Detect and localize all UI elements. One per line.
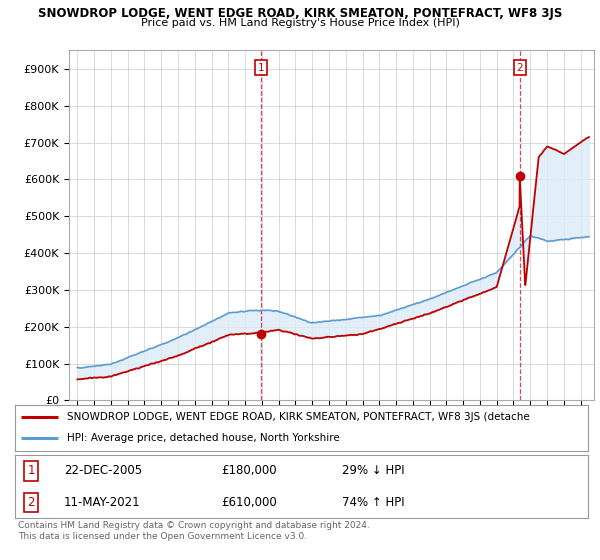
Text: Contains HM Land Registry data © Crown copyright and database right 2024.: Contains HM Land Registry data © Crown c…	[18, 521, 370, 530]
Text: HPI: Average price, detached house, North Yorkshire: HPI: Average price, detached house, Nort…	[67, 433, 340, 444]
Text: SNOWDROP LODGE, WENT EDGE ROAD, KIRK SMEATON, PONTEFRACT, WF8 3JS: SNOWDROP LODGE, WENT EDGE ROAD, KIRK SME…	[38, 7, 562, 20]
Text: 2: 2	[27, 496, 35, 509]
Text: 74% ↑ HPI: 74% ↑ HPI	[341, 496, 404, 509]
Text: 2: 2	[517, 63, 523, 73]
Text: 22-DEC-2005: 22-DEC-2005	[64, 464, 142, 478]
Text: £180,000: £180,000	[221, 464, 277, 478]
Text: Price paid vs. HM Land Registry's House Price Index (HPI): Price paid vs. HM Land Registry's House …	[140, 18, 460, 29]
Text: 11-MAY-2021: 11-MAY-2021	[64, 496, 140, 509]
Text: £610,000: £610,000	[221, 496, 277, 509]
Text: 1: 1	[258, 63, 265, 73]
Text: 1: 1	[27, 464, 35, 478]
Text: This data is licensed under the Open Government Licence v3.0.: This data is licensed under the Open Gov…	[18, 532, 307, 541]
Text: 29% ↓ HPI: 29% ↓ HPI	[341, 464, 404, 478]
Text: SNOWDROP LODGE, WENT EDGE ROAD, KIRK SMEATON, PONTEFRACT, WF8 3JS (detache: SNOWDROP LODGE, WENT EDGE ROAD, KIRK SME…	[67, 412, 529, 422]
